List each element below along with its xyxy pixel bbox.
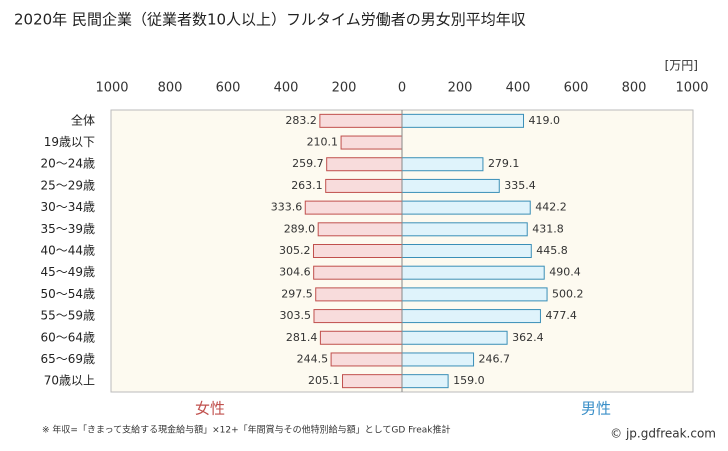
value-label: 210.1 bbox=[307, 136, 339, 149]
chart-title: 2020年 民間企業（従業者数10人以上）フルタイム労働者の男女別平均年収 bbox=[14, 11, 526, 29]
x-tick-label: 200 bbox=[332, 81, 357, 96]
value-label: 205.1 bbox=[308, 374, 340, 387]
value-label: 304.6 bbox=[279, 266, 311, 279]
bar bbox=[401, 178, 500, 193]
x-tick-label: 1000 bbox=[675, 81, 708, 96]
value-label: 289.0 bbox=[284, 222, 316, 235]
category-label: 60〜64歳 bbox=[40, 330, 95, 344]
value-label: 362.4 bbox=[512, 331, 544, 344]
unit-label: [万円] bbox=[665, 59, 698, 73]
category-label: 70歳以上 bbox=[44, 374, 95, 388]
bar bbox=[401, 157, 484, 172]
x-tick-label: 1000 bbox=[95, 81, 128, 96]
x-tick-label: 800 bbox=[622, 81, 647, 96]
category-label: 40〜44歳 bbox=[40, 244, 95, 258]
value-label: 244.5 bbox=[297, 352, 329, 365]
value-label: 333.6 bbox=[271, 201, 303, 214]
bar bbox=[401, 287, 548, 302]
value-label: 419.0 bbox=[529, 114, 561, 127]
bar bbox=[401, 352, 475, 367]
category-label: 50〜54歳 bbox=[40, 287, 95, 301]
value-label: 335.4 bbox=[504, 179, 536, 192]
category-label: 45〜49歳 bbox=[40, 265, 95, 279]
bar bbox=[401, 113, 525, 128]
bar bbox=[317, 222, 403, 237]
value-label: 431.8 bbox=[532, 222, 564, 235]
bar bbox=[315, 287, 403, 302]
bar bbox=[313, 265, 403, 280]
bar bbox=[401, 374, 449, 389]
value-label: 283.2 bbox=[285, 114, 317, 127]
category-label: 55〜59歳 bbox=[40, 309, 95, 323]
value-label: 442.2 bbox=[535, 201, 567, 214]
bar bbox=[401, 330, 508, 345]
value-label: 259.7 bbox=[292, 157, 324, 170]
x-tick-label: 0 bbox=[398, 81, 406, 96]
bar bbox=[401, 200, 531, 215]
value-label: 305.2 bbox=[279, 244, 311, 257]
category-label: 全体 bbox=[71, 112, 95, 127]
legend-label: 女性 bbox=[195, 400, 225, 418]
category-label: 65〜69歳 bbox=[40, 352, 95, 366]
bar bbox=[313, 309, 403, 324]
x-tick-label: 200 bbox=[448, 81, 473, 96]
category-label: 35〜39歳 bbox=[40, 222, 95, 236]
value-label: 303.5 bbox=[279, 309, 311, 322]
x-tick-label: 400 bbox=[506, 81, 531, 96]
footnote: ※ 年収=「きまって支給する現金給与額」×12+「年間賞与その他特別給与額」とし… bbox=[42, 424, 450, 436]
bar bbox=[304, 200, 403, 215]
bar bbox=[319, 113, 403, 128]
x-tick-label: 800 bbox=[158, 81, 183, 96]
value-label: 279.1 bbox=[488, 157, 519, 170]
bar bbox=[401, 222, 528, 237]
bar bbox=[312, 244, 403, 258]
value-label: 477.4 bbox=[545, 309, 577, 322]
bar bbox=[326, 157, 403, 172]
bar bbox=[325, 178, 403, 193]
bar bbox=[342, 374, 403, 389]
x-tick-label: 600 bbox=[564, 81, 589, 96]
value-label: 500.2 bbox=[552, 287, 584, 300]
value-label: 246.7 bbox=[479, 352, 511, 365]
category-label: 30〜34歳 bbox=[40, 200, 95, 214]
bar bbox=[330, 352, 403, 367]
value-label: 490.4 bbox=[549, 266, 581, 279]
value-label: 263.1 bbox=[291, 179, 323, 192]
credit: © jp.gdfreak.com bbox=[610, 427, 716, 441]
bar bbox=[319, 330, 403, 345]
category-label: 19歳以下 bbox=[44, 135, 95, 149]
legend-label: 男性 bbox=[581, 400, 611, 418]
value-label: 445.8 bbox=[536, 244, 568, 257]
value-label: 281.4 bbox=[286, 331, 318, 344]
value-label: 297.5 bbox=[281, 287, 313, 300]
bar bbox=[401, 309, 541, 324]
category-label: 25〜29歳 bbox=[40, 178, 95, 192]
bar bbox=[340, 135, 403, 150]
value-label: 159.0 bbox=[453, 374, 485, 387]
bar bbox=[401, 244, 532, 258]
x-tick-label: 400 bbox=[274, 81, 299, 96]
category-label: 20〜24歳 bbox=[40, 157, 95, 171]
bar bbox=[401, 265, 545, 280]
x-tick-label: 600 bbox=[216, 81, 241, 96]
